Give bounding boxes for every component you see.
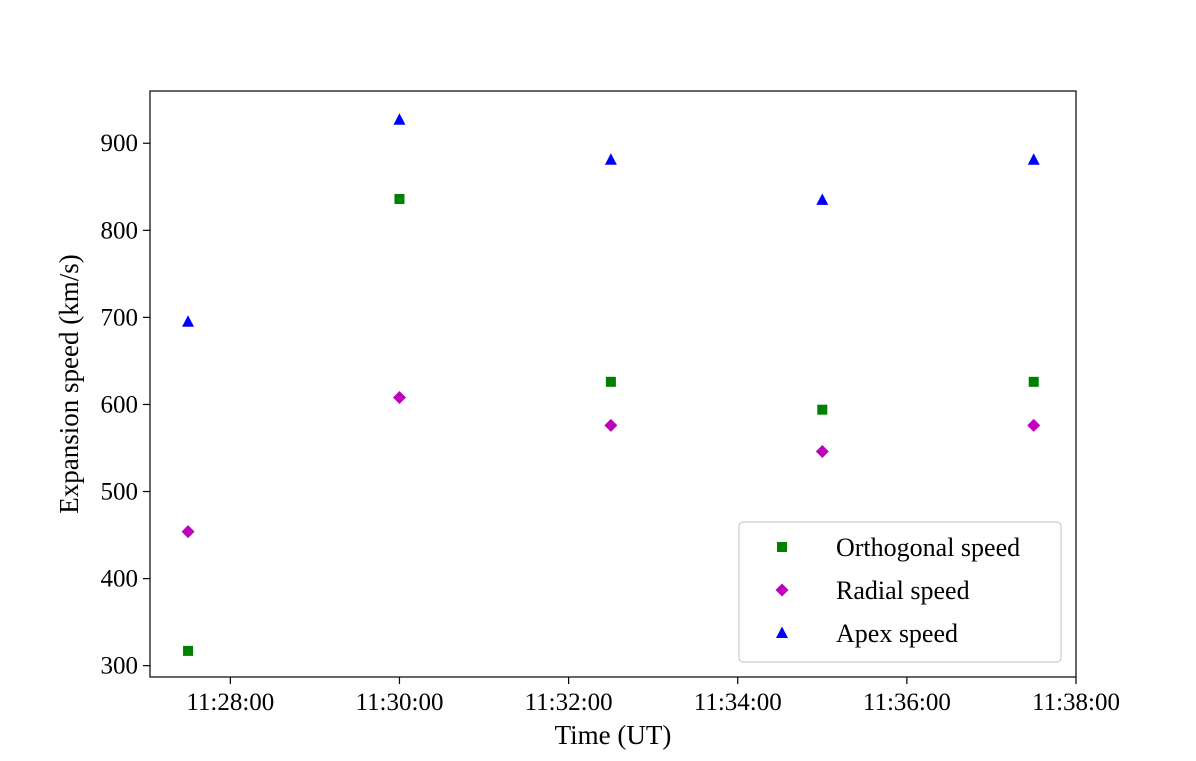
square-marker-orthogonal-speed xyxy=(817,404,828,415)
legend-label-apex: Apex speed xyxy=(836,619,958,648)
legend-diamond-marker xyxy=(775,583,789,597)
square-marker-orthogonal-speed xyxy=(1028,376,1039,387)
x-axis-ticks: 11:28:00 11:30:00 11:32:00 11:34:00 11:36:00… xyxy=(186,677,1120,716)
plot-frame xyxy=(149,90,1077,678)
y-axis-label: Expansion speed (km/s) xyxy=(54,254,84,513)
x-tick-label: 11:36:00 xyxy=(863,689,951,716)
y-tick-label: 500 xyxy=(101,479,139,506)
legend-square-marker xyxy=(777,542,787,552)
diamond-marker-radial-speed xyxy=(815,444,829,458)
x-axis-label: Time (UT) xyxy=(555,720,672,750)
y-axis-ticks: 300 400 500 600 700 800 900 xyxy=(101,130,150,680)
square-marker-orthogonal-speed xyxy=(605,376,616,387)
y-tick-label: 900 xyxy=(101,130,139,157)
legend-label-radial: Radial speed xyxy=(836,576,970,605)
y-tick-label: 400 xyxy=(101,566,139,593)
x-tick-label: 11:38:00 xyxy=(1032,689,1120,716)
x-tick-label: 11:34:00 xyxy=(694,689,782,716)
y-tick-label: 600 xyxy=(101,391,139,418)
diamond-marker-radial-speed xyxy=(181,525,195,539)
y-tick-label: 700 xyxy=(101,304,139,331)
triangle-marker-apex-speed xyxy=(182,315,195,327)
triangle-marker-apex-speed xyxy=(816,193,829,205)
y-tick-label: 300 xyxy=(101,653,139,680)
diamond-marker-radial-speed xyxy=(1027,418,1041,432)
triangle-marker-apex-speed xyxy=(1027,153,1040,165)
diamond-marker-radial-speed xyxy=(392,390,406,404)
data-markers xyxy=(181,113,1041,656)
diamond-marker-radial-speed xyxy=(604,418,618,432)
legend-triangle-marker xyxy=(776,626,788,638)
legend-box xyxy=(738,521,1062,663)
triangle-marker-apex-speed xyxy=(393,113,406,125)
x-tick-label: 11:32:00 xyxy=(525,689,613,716)
legend-label-orthogonal: Orthogonal speed xyxy=(836,533,1020,562)
x-tick-label: 11:28:00 xyxy=(186,689,274,716)
y-tick-label: 800 xyxy=(101,217,139,244)
square-marker-orthogonal-speed xyxy=(394,193,405,204)
square-marker-orthogonal-speed xyxy=(183,645,194,656)
triangle-marker-apex-speed xyxy=(604,153,617,165)
legend: Orthogonal speed Radial speed Apex speed xyxy=(738,521,1062,663)
x-tick-label: 11:30:00 xyxy=(355,689,443,716)
